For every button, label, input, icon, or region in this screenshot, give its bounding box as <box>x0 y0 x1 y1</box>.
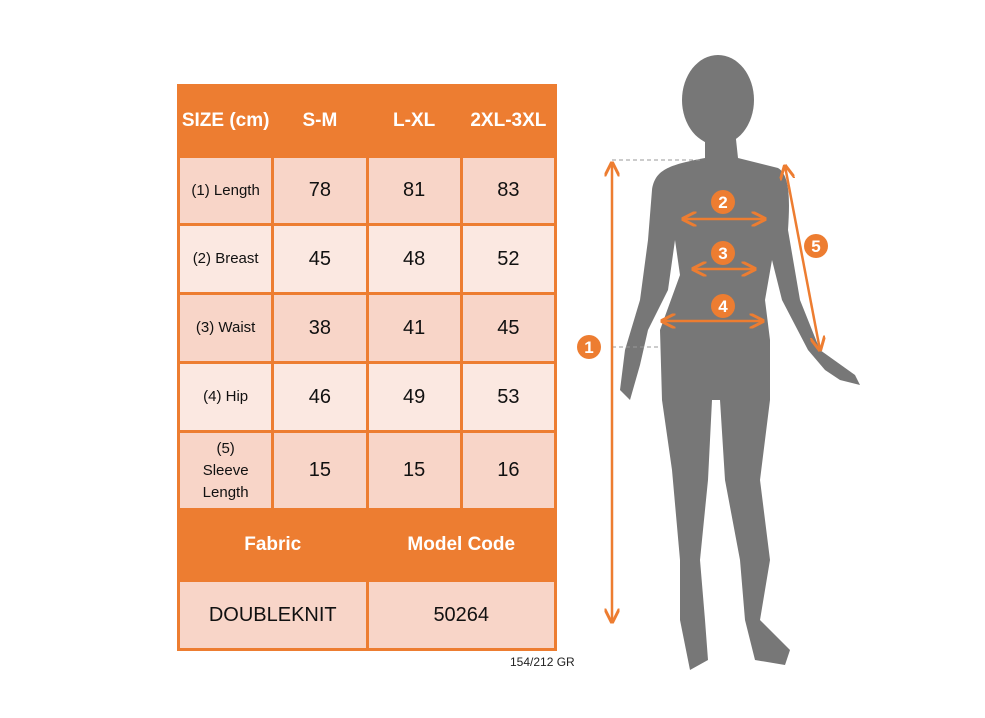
row-label: (5) Sleeve Length <box>176 430 275 511</box>
svg-text:4: 4 <box>718 297 728 316</box>
row-label: (4) Hip <box>176 361 275 433</box>
fabric-value: DOUBLEKNIT <box>177 579 369 651</box>
row-label: (2) Breast <box>176 223 275 295</box>
svg-text:5: 5 <box>811 237 820 256</box>
svg-text:2: 2 <box>718 193 727 212</box>
marker-2: 2 <box>711 190 735 214</box>
cell: 53 <box>459 361 558 433</box>
cell: 16 <box>459 430 558 511</box>
svg-text:1: 1 <box>584 338 593 357</box>
cell: 46 <box>271 361 369 433</box>
cell: 83 <box>459 155 558 226</box>
model-code-value: 50264 <box>365 579 557 651</box>
header-cell: 2XL-3XL <box>459 84 558 158</box>
header-cell: SIZE (cm) <box>176 84 275 158</box>
header-cell: L-XL <box>365 84 463 158</box>
table-row: (4) Hip 46 49 53 <box>176 361 558 433</box>
cell: 45 <box>271 223 369 295</box>
row-label: (3) Waist <box>176 292 275 364</box>
model-code-header: Model Code <box>365 508 557 582</box>
table-row: (1) Length 78 81 83 <box>176 155 558 226</box>
cell: 48 <box>365 223 463 295</box>
sleeve-arrow <box>785 166 820 350</box>
table-row: (5) Sleeve Length 15 15 16 <box>176 430 558 511</box>
table-row: (3) Waist 38 41 45 <box>176 292 558 364</box>
weight-label: 154/212 GR <box>510 655 575 669</box>
svg-text:3: 3 <box>718 244 727 263</box>
footer-header-row: Fabric Model Code <box>177 508 557 582</box>
cell: 52 <box>459 223 558 295</box>
table-header-row: SIZE (cm) S-M L-XL 2XL-3XL <box>176 84 558 158</box>
row-label: (1) Length <box>176 155 275 226</box>
size-table: SIZE (cm) S-M L-XL 2XL-3XL (1) Length 78… <box>176 84 558 651</box>
marker-5: 5 <box>804 234 828 258</box>
cell: 49 <box>365 361 463 433</box>
marker-1: 1 <box>577 335 601 359</box>
fabric-header: Fabric <box>177 508 369 582</box>
footer-value-row: DOUBLEKNIT 50264 <box>177 579 557 651</box>
header-cell: S-M <box>271 84 369 158</box>
cell: 41 <box>365 292 463 364</box>
cell: 38 <box>271 292 369 364</box>
marker-3: 3 <box>711 241 735 265</box>
silhouette <box>620 55 860 670</box>
cell: 15 <box>271 430 369 511</box>
marker-4: 4 <box>711 294 735 318</box>
cell: 15 <box>365 430 463 511</box>
cell: 45 <box>459 292 558 364</box>
cell: 78 <box>271 155 369 226</box>
cell: 81 <box>365 155 463 226</box>
table-row: (2) Breast 45 48 52 <box>176 223 558 295</box>
